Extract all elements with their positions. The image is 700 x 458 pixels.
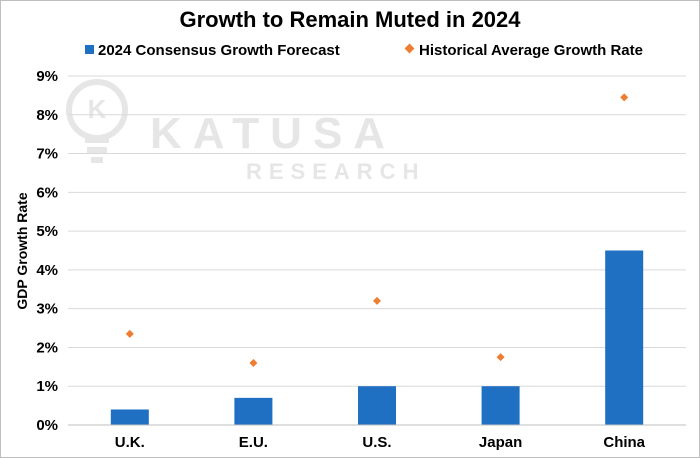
x-tick-label: Japan <box>479 434 522 451</box>
lightbulb-icon <box>66 79 128 163</box>
y-tick-label: 5% <box>36 223 58 240</box>
legend-swatch-forecast <box>85 45 94 54</box>
legend-label-historical: Historical Average Growth Rate <box>419 42 643 59</box>
legend: 2024 Consensus Growth Forecast Historica… <box>85 42 643 59</box>
watermark-monogram: K <box>88 94 107 124</box>
y-tick-label: 9% <box>36 68 58 85</box>
y-tick-label: 2% <box>36 339 58 356</box>
bar <box>605 250 644 425</box>
watermark-subtitle: RESEARCH <box>246 159 425 184</box>
marker-point <box>249 358 258 367</box>
chart-title: Growth to Remain Muted in 2024 <box>179 7 521 32</box>
y-axis-ticks: 0% 1% 2% 3% 4% 5% 6% 7% 8% 9% <box>36 68 58 434</box>
marker-point <box>373 296 381 305</box>
gridlines <box>68 75 686 387</box>
bar <box>110 409 149 425</box>
y-tick-label: 6% <box>36 184 58 201</box>
x-tick-label: China <box>603 434 645 451</box>
y-tick-label: 7% <box>36 146 58 163</box>
marker-point <box>125 329 134 338</box>
marker-series <box>125 93 629 367</box>
y-tick-label: 1% <box>36 378 58 395</box>
marker-point <box>620 93 629 102</box>
bar <box>234 397 273 425</box>
legend-label-forecast: 2024 Consensus Growth Forecast <box>98 42 340 59</box>
y-tick-label: 3% <box>36 301 58 318</box>
marker-point <box>496 353 505 362</box>
bar <box>481 386 520 425</box>
y-tick-label: 8% <box>36 107 58 124</box>
y-tick-label: 4% <box>36 262 58 279</box>
watermark-name: KATUSA <box>150 109 396 158</box>
bar-series <box>110 250 644 425</box>
x-axis-ticks: U.K. E.U. U.S. Japan China <box>115 434 646 451</box>
y-tick-label: 0% <box>36 417 58 434</box>
legend-swatch-historical <box>404 43 415 54</box>
x-tick-label: U.S. <box>362 434 391 451</box>
y-axis-title: GDP Growth Rate <box>14 192 30 309</box>
x-tick-label: U.K. <box>115 434 145 451</box>
bar <box>358 386 396 425</box>
x-tick-label: E.U. <box>239 434 268 451</box>
watermark: K KATUSA RESEARCH <box>66 79 425 184</box>
